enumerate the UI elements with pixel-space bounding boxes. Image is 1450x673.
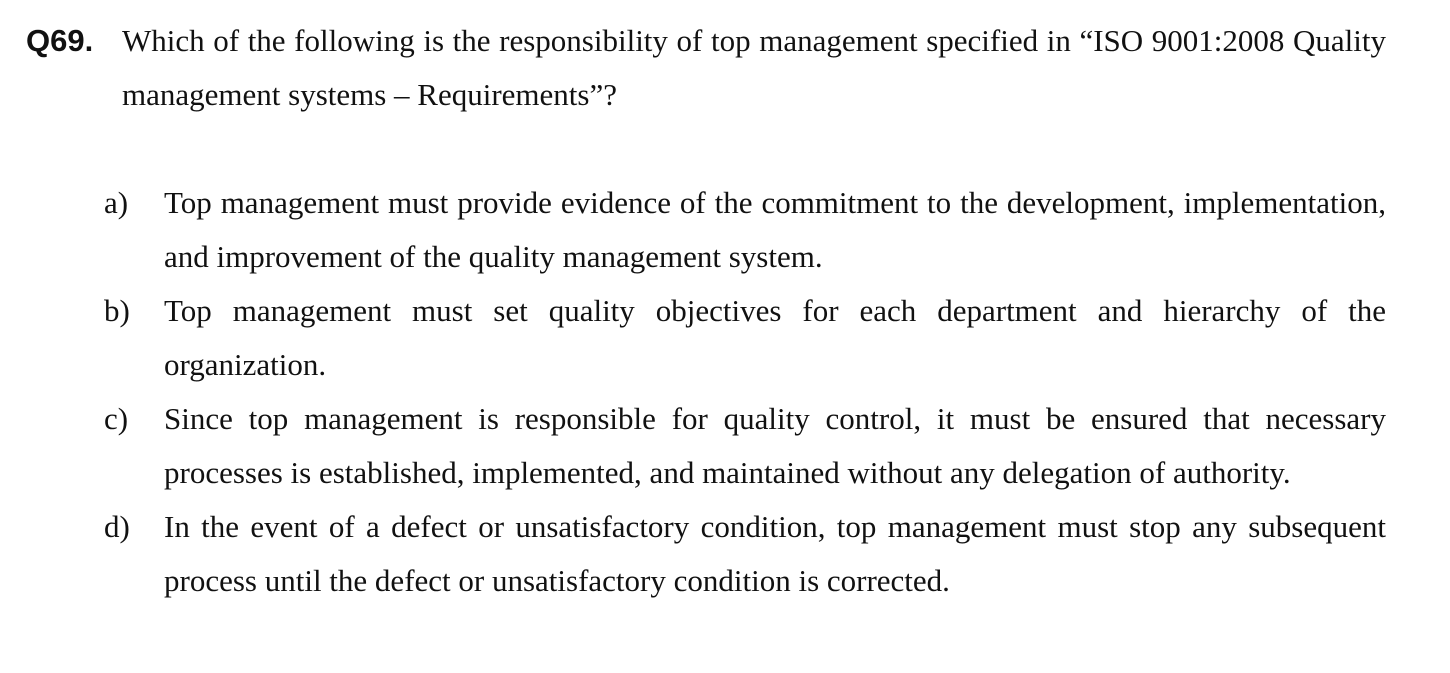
- question-number: Q69.: [26, 23, 94, 58]
- option-text: Top management must set quality objectiv…: [164, 293, 1386, 382]
- option-letter: a): [104, 185, 129, 220]
- option-letter: d): [104, 509, 130, 544]
- question-text: Which of the following is the responsibi…: [122, 23, 1386, 112]
- option-text: In the event of a defect or unsatisfacto…: [164, 509, 1386, 598]
- option-letter: b): [104, 293, 130, 328]
- option-letter: c): [104, 401, 129, 436]
- option-text: Since top management is responsible for …: [164, 401, 1386, 490]
- option-b: b) Top management must set quality objec…: [104, 284, 1386, 392]
- option-c: c) Since top management is responsible f…: [104, 392, 1386, 500]
- answer-options: a) Top management must provide evidence …: [104, 176, 1386, 608]
- option-a: a) Top management must provide evidence …: [104, 176, 1386, 284]
- option-text: Top management must provide evidence of …: [164, 185, 1386, 274]
- option-d: d) In the event of a defect or unsatisfa…: [104, 500, 1386, 608]
- question-block: Q69. Which of the following is the respo…: [26, 14, 1386, 122]
